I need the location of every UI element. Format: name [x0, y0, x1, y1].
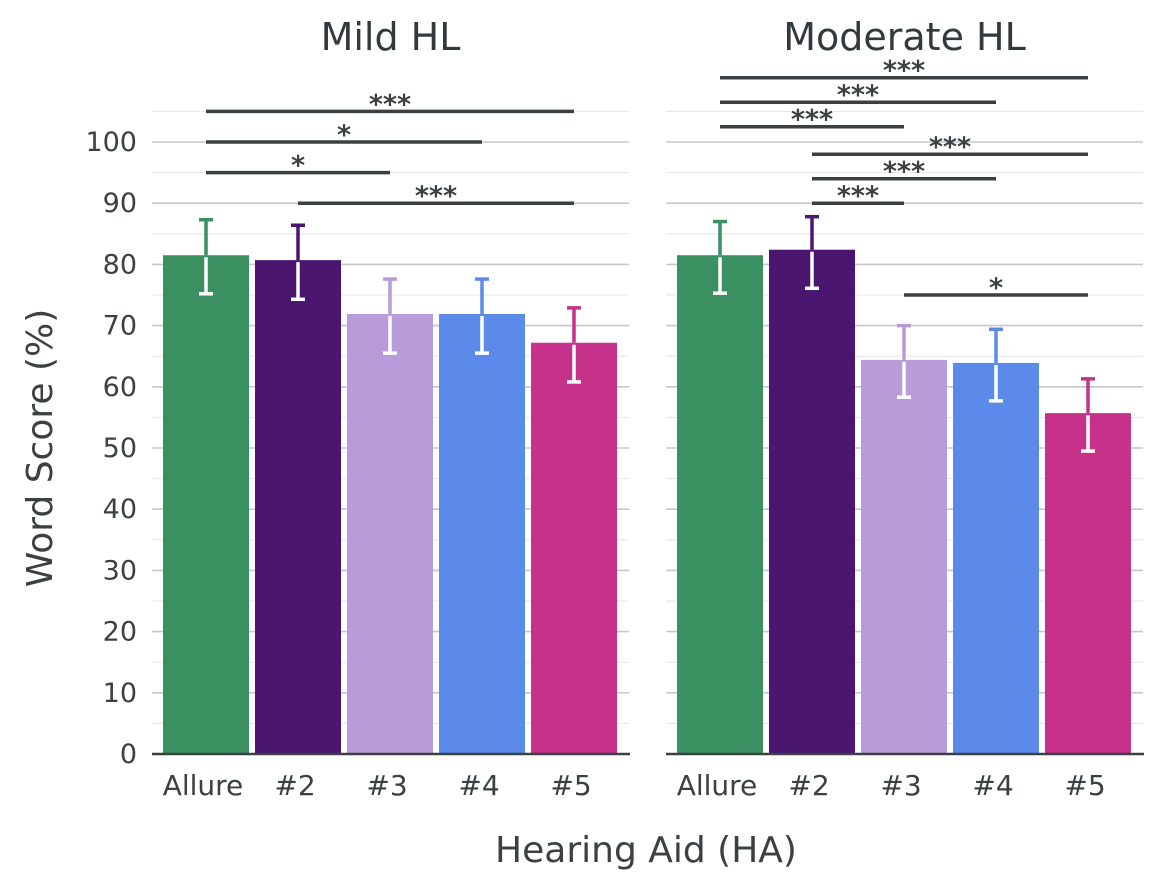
significance-label: ***	[791, 105, 833, 136]
x-tick-label: #3	[366, 769, 407, 802]
y-tick-label: 80	[103, 249, 137, 280]
y-tick-label: 0	[120, 739, 137, 770]
bar-ha4	[953, 362, 1039, 754]
y-tick-label: 30	[103, 555, 137, 586]
significance-label: ***	[929, 132, 971, 163]
y-axis-title: Word Score (%)	[20, 309, 61, 588]
bar-ha3	[861, 359, 947, 754]
panel-title: Moderate HL	[783, 15, 1026, 59]
x-tick-label: #5	[1064, 769, 1105, 802]
significance-label: ***	[883, 56, 925, 87]
x-tick-label: Allure	[677, 769, 758, 802]
significance-label: ***	[415, 181, 457, 212]
x-tick-label: #2	[788, 769, 829, 802]
x-tick-label: #4	[458, 769, 499, 802]
x-axis-title: Hearing Aid (HA)	[495, 830, 797, 871]
y-tick-label: 40	[103, 494, 137, 525]
x-tick-label: #3	[880, 769, 921, 802]
significance-label: *	[291, 151, 305, 182]
bar-ha5	[1045, 413, 1131, 754]
bar-ha3	[347, 313, 433, 754]
bar-Allure	[163, 255, 249, 754]
bar-ha2	[769, 249, 855, 754]
x-tick-label: #4	[972, 769, 1013, 802]
significance-label: ***	[837, 80, 879, 111]
significance-label: ***	[369, 89, 411, 120]
y-axis-ticks: 0 10 20 30 40 50 60 70 80 90 100	[85, 127, 137, 770]
significance-label: ***	[837, 181, 879, 212]
bar-ha4	[439, 313, 525, 754]
y-tick-label: 20	[103, 617, 137, 648]
bar-Allure	[677, 255, 763, 754]
y-tick-label: 100	[85, 127, 137, 158]
y-tick-label: 10	[103, 678, 137, 709]
bar-ha2	[255, 260, 341, 754]
x-tick-label: Allure	[163, 769, 244, 802]
y-tick-label: 70	[103, 311, 137, 342]
y-tick-label: 90	[103, 188, 137, 219]
x-tick-label: #5	[550, 769, 591, 802]
significance-label: ***	[883, 157, 925, 188]
y-tick-label: 60	[103, 372, 137, 403]
significance-label: *	[337, 120, 351, 151]
panel-title: Mild HL	[321, 15, 461, 59]
bar-ha5	[531, 342, 617, 754]
x-tick-label: #2	[274, 769, 315, 802]
y-tick-label: 50	[103, 433, 137, 464]
significance-label: *	[989, 273, 1003, 304]
